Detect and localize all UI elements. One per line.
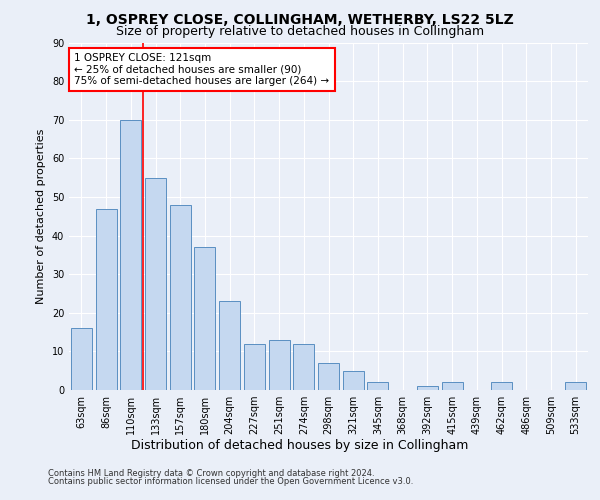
Bar (367, 382, 388, 390)
Bar (442, 382, 463, 390)
Text: Contains HM Land Registry data © Crown copyright and database right 2024.: Contains HM Land Registry data © Crown c… (48, 468, 374, 477)
Bar (318, 363, 339, 390)
Bar (417, 386, 438, 390)
Text: Distribution of detached houses by size in Collingham: Distribution of detached houses by size … (131, 440, 469, 452)
Text: Size of property relative to detached houses in Collingham: Size of property relative to detached ho… (116, 25, 484, 38)
Bar (343, 370, 364, 390)
Bar (194, 247, 215, 390)
Bar (491, 382, 512, 390)
Bar (565, 382, 586, 390)
Bar (95, 208, 116, 390)
Text: 1 OSPREY CLOSE: 121sqm
← 25% of detached houses are smaller (90)
75% of semi-det: 1 OSPREY CLOSE: 121sqm ← 25% of detached… (74, 53, 329, 86)
Bar (269, 340, 290, 390)
Bar (244, 344, 265, 390)
Y-axis label: Number of detached properties: Number of detached properties (36, 128, 46, 304)
Bar (71, 328, 92, 390)
Bar (293, 344, 314, 390)
Text: 1, OSPREY CLOSE, COLLINGHAM, WETHERBY, LS22 5LZ: 1, OSPREY CLOSE, COLLINGHAM, WETHERBY, L… (86, 12, 514, 26)
Bar (145, 178, 166, 390)
Text: Contains public sector information licensed under the Open Government Licence v3: Contains public sector information licen… (48, 477, 413, 486)
Bar (120, 120, 141, 390)
Bar (170, 204, 191, 390)
Bar (219, 301, 240, 390)
